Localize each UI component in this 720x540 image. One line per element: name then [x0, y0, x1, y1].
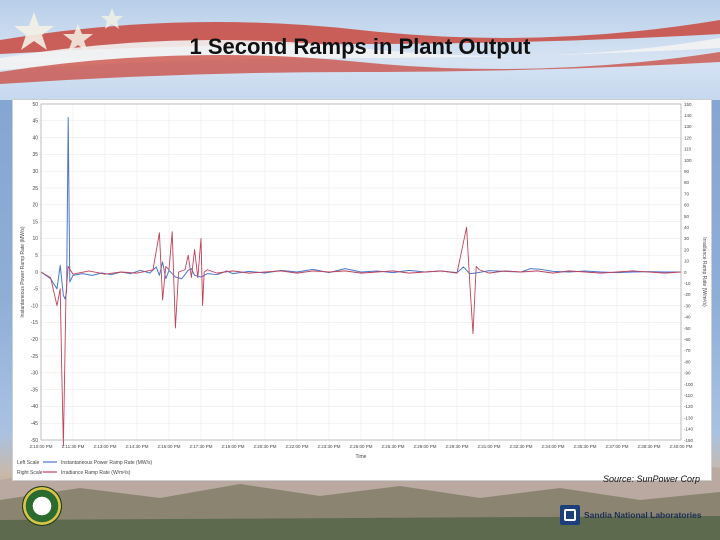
legend-left-series: Instantaneous Power Ramp Rate (MW/s) — [61, 460, 152, 466]
x-tick-label: 2:22:00 PM — [285, 444, 308, 449]
series-lines — [40, 116, 682, 447]
left-tick-label: -50 — [31, 438, 38, 444]
x-tick-label: 2:31:00 PM — [477, 444, 500, 449]
left-tick-label: -25 — [31, 354, 38, 360]
right-axis-label: Irradiance Ramp Rate (W/m²/s) — [701, 237, 707, 307]
right-tick-label: -50 — [684, 326, 691, 331]
right-tick-label: 100 — [684, 158, 692, 163]
slide-title: 1 Second Ramps in Plant Output — [189, 34, 531, 59]
x-tick-label: 2:23:30 PM — [317, 444, 340, 449]
flag-decoration — [0, 8, 720, 84]
right-tick-label: 40 — [684, 225, 690, 230]
legend-right-scale: Right Scale — [17, 470, 43, 476]
right-axis-ticks: 1501401301201101009080706050403020100-10… — [684, 102, 694, 443]
x-tick-label: 2:11:30 PM — [62, 444, 85, 449]
x-tick-label: 2:17:30 PM — [189, 444, 212, 449]
left-tick-label: 50 — [32, 102, 38, 108]
left-tick-label: -5 — [34, 287, 39, 293]
left-tick-label: 5 — [35, 253, 38, 259]
right-tick-label: -140 — [684, 427, 694, 432]
x-tick-label: 2:40:00 PM — [669, 444, 692, 449]
right-tick-label: 20 — [684, 247, 690, 252]
left-axis-label: Instantaneous Power Ramp Rate (MW/s) — [20, 226, 26, 317]
right-tick-label: -150 — [684, 438, 694, 443]
right-tick-label: 130 — [684, 124, 692, 129]
sandia-mark-icon — [560, 505, 580, 525]
sandia-logo: Sandia National Laboratories — [560, 504, 702, 526]
x-axis-ticks: 2:10:00 PM 2:11:30 PM 2:13:00 PM 2:14:30 PM… — [29, 444, 692, 449]
left-tick-label: -20 — [31, 337, 38, 343]
right-tick-label: -130 — [684, 415, 694, 420]
right-tick-label: -20 — [684, 292, 691, 297]
right-tick-label: -110 — [684, 393, 693, 398]
right-tick-label: -80 — [684, 359, 691, 364]
left-tick-label: -35 — [31, 387, 38, 393]
x-tick-label: 2:25:00 PM — [349, 444, 372, 449]
left-tick-label: -15 — [31, 320, 38, 326]
right-tick-label: 90 — [684, 169, 690, 174]
left-tick-label: 0 — [35, 270, 38, 276]
sandia-logo-text: Sandia National Laboratories — [584, 510, 702, 520]
x-tick-label: 2:37:00 PM — [605, 444, 628, 449]
series-irradiance-ramp-line — [40, 226, 682, 447]
left-tick-label: -30 — [31, 371, 38, 377]
x-tick-label: 2:10:00 PM — [29, 444, 52, 449]
left-tick-label: 10 — [32, 236, 38, 242]
right-tick-label: -120 — [684, 404, 694, 409]
left-tick-label: 30 — [32, 169, 38, 175]
x-tick-label: 2:28:00 PM — [413, 444, 436, 449]
right-tick-label: -100 — [684, 382, 694, 387]
x-tick-label: 2:38:30 PM — [637, 444, 660, 449]
left-axis-ticks: 50454035302520151050-5-10-15-20-25-30-35… — [31, 102, 38, 444]
x-tick-label: 2:34:00 PM — [541, 444, 564, 449]
x-tick-label: 2:19:00 PM — [221, 444, 244, 449]
right-tick-label: 50 — [684, 214, 690, 219]
slide-header-band — [0, 0, 720, 100]
left-tick-label: 40 — [32, 135, 38, 141]
left-tick-label: 35 — [32, 152, 38, 158]
legend-left-scale: Left Scale — [17, 460, 39, 466]
right-tick-label: 30 — [684, 236, 690, 241]
x-tick-label: 2:32:30 PM — [509, 444, 532, 449]
left-tick-label: 45 — [32, 119, 38, 125]
chart-panel: 50 45 40 35 30 25 20 15 10 5 0 -5 -10 -15 -20 -25 -30 -35… — [12, 99, 712, 481]
right-tick-label: -40 — [684, 315, 691, 320]
right-tick-label: 70 — [684, 191, 690, 196]
left-tick-label: 25 — [32, 186, 38, 192]
x-tick-label: 2:26:30 PM — [381, 444, 404, 449]
right-tick-label: 0 — [684, 270, 687, 275]
right-tick-label: 120 — [684, 135, 692, 140]
right-tick-label: -60 — [684, 337, 691, 342]
x-tick-label: 2:35:30 PM — [573, 444, 596, 449]
left-tick-label: 15 — [32, 219, 38, 225]
x-tick-label: 2:29:30 PM — [445, 444, 468, 449]
right-tick-label: -70 — [684, 348, 691, 353]
x-tick-label: 2:16:00 PM — [157, 444, 180, 449]
right-tick-label: -10 — [684, 281, 691, 286]
right-tick-label: 150 — [684, 102, 692, 107]
x-tick-label: 2:20:30 PM — [253, 444, 276, 449]
source-note: Source: SunPower Corp — [602, 474, 700, 484]
legend-right-series: Irradiance Ramp Rate (W/m²/s) — [61, 470, 131, 476]
doe-seal-logo — [22, 486, 62, 526]
right-tick-label: -30 — [684, 303, 691, 308]
legend: Left Scale Instantaneous Power Ramp Rate… — [17, 460, 152, 476]
x-tick-label: 2:13:00 PM — [93, 444, 116, 449]
right-tick-label: 60 — [684, 203, 690, 208]
right-tick-label: 140 — [684, 113, 692, 118]
series-power-ramp-line — [40, 116, 681, 300]
left-tick-label: -40 — [31, 404, 38, 410]
plot-frame — [40, 103, 682, 441]
left-tick-label: -45 — [31, 421, 38, 427]
right-tick-label: 10 — [684, 259, 690, 264]
right-tick-label: 80 — [684, 180, 690, 185]
x-tick-label: 2:14:30 PM — [125, 444, 148, 449]
left-tick-label: 20 — [32, 203, 38, 209]
right-tick-label: 110 — [684, 147, 692, 152]
x-axis-label: Time — [356, 454, 367, 460]
right-tick-label: -90 — [684, 371, 691, 376]
left-tick-label: -10 — [31, 303, 38, 309]
ramp-rate-chart: 50454035302520151050-5-10-15-20-25-30-35… — [17, 102, 707, 476]
